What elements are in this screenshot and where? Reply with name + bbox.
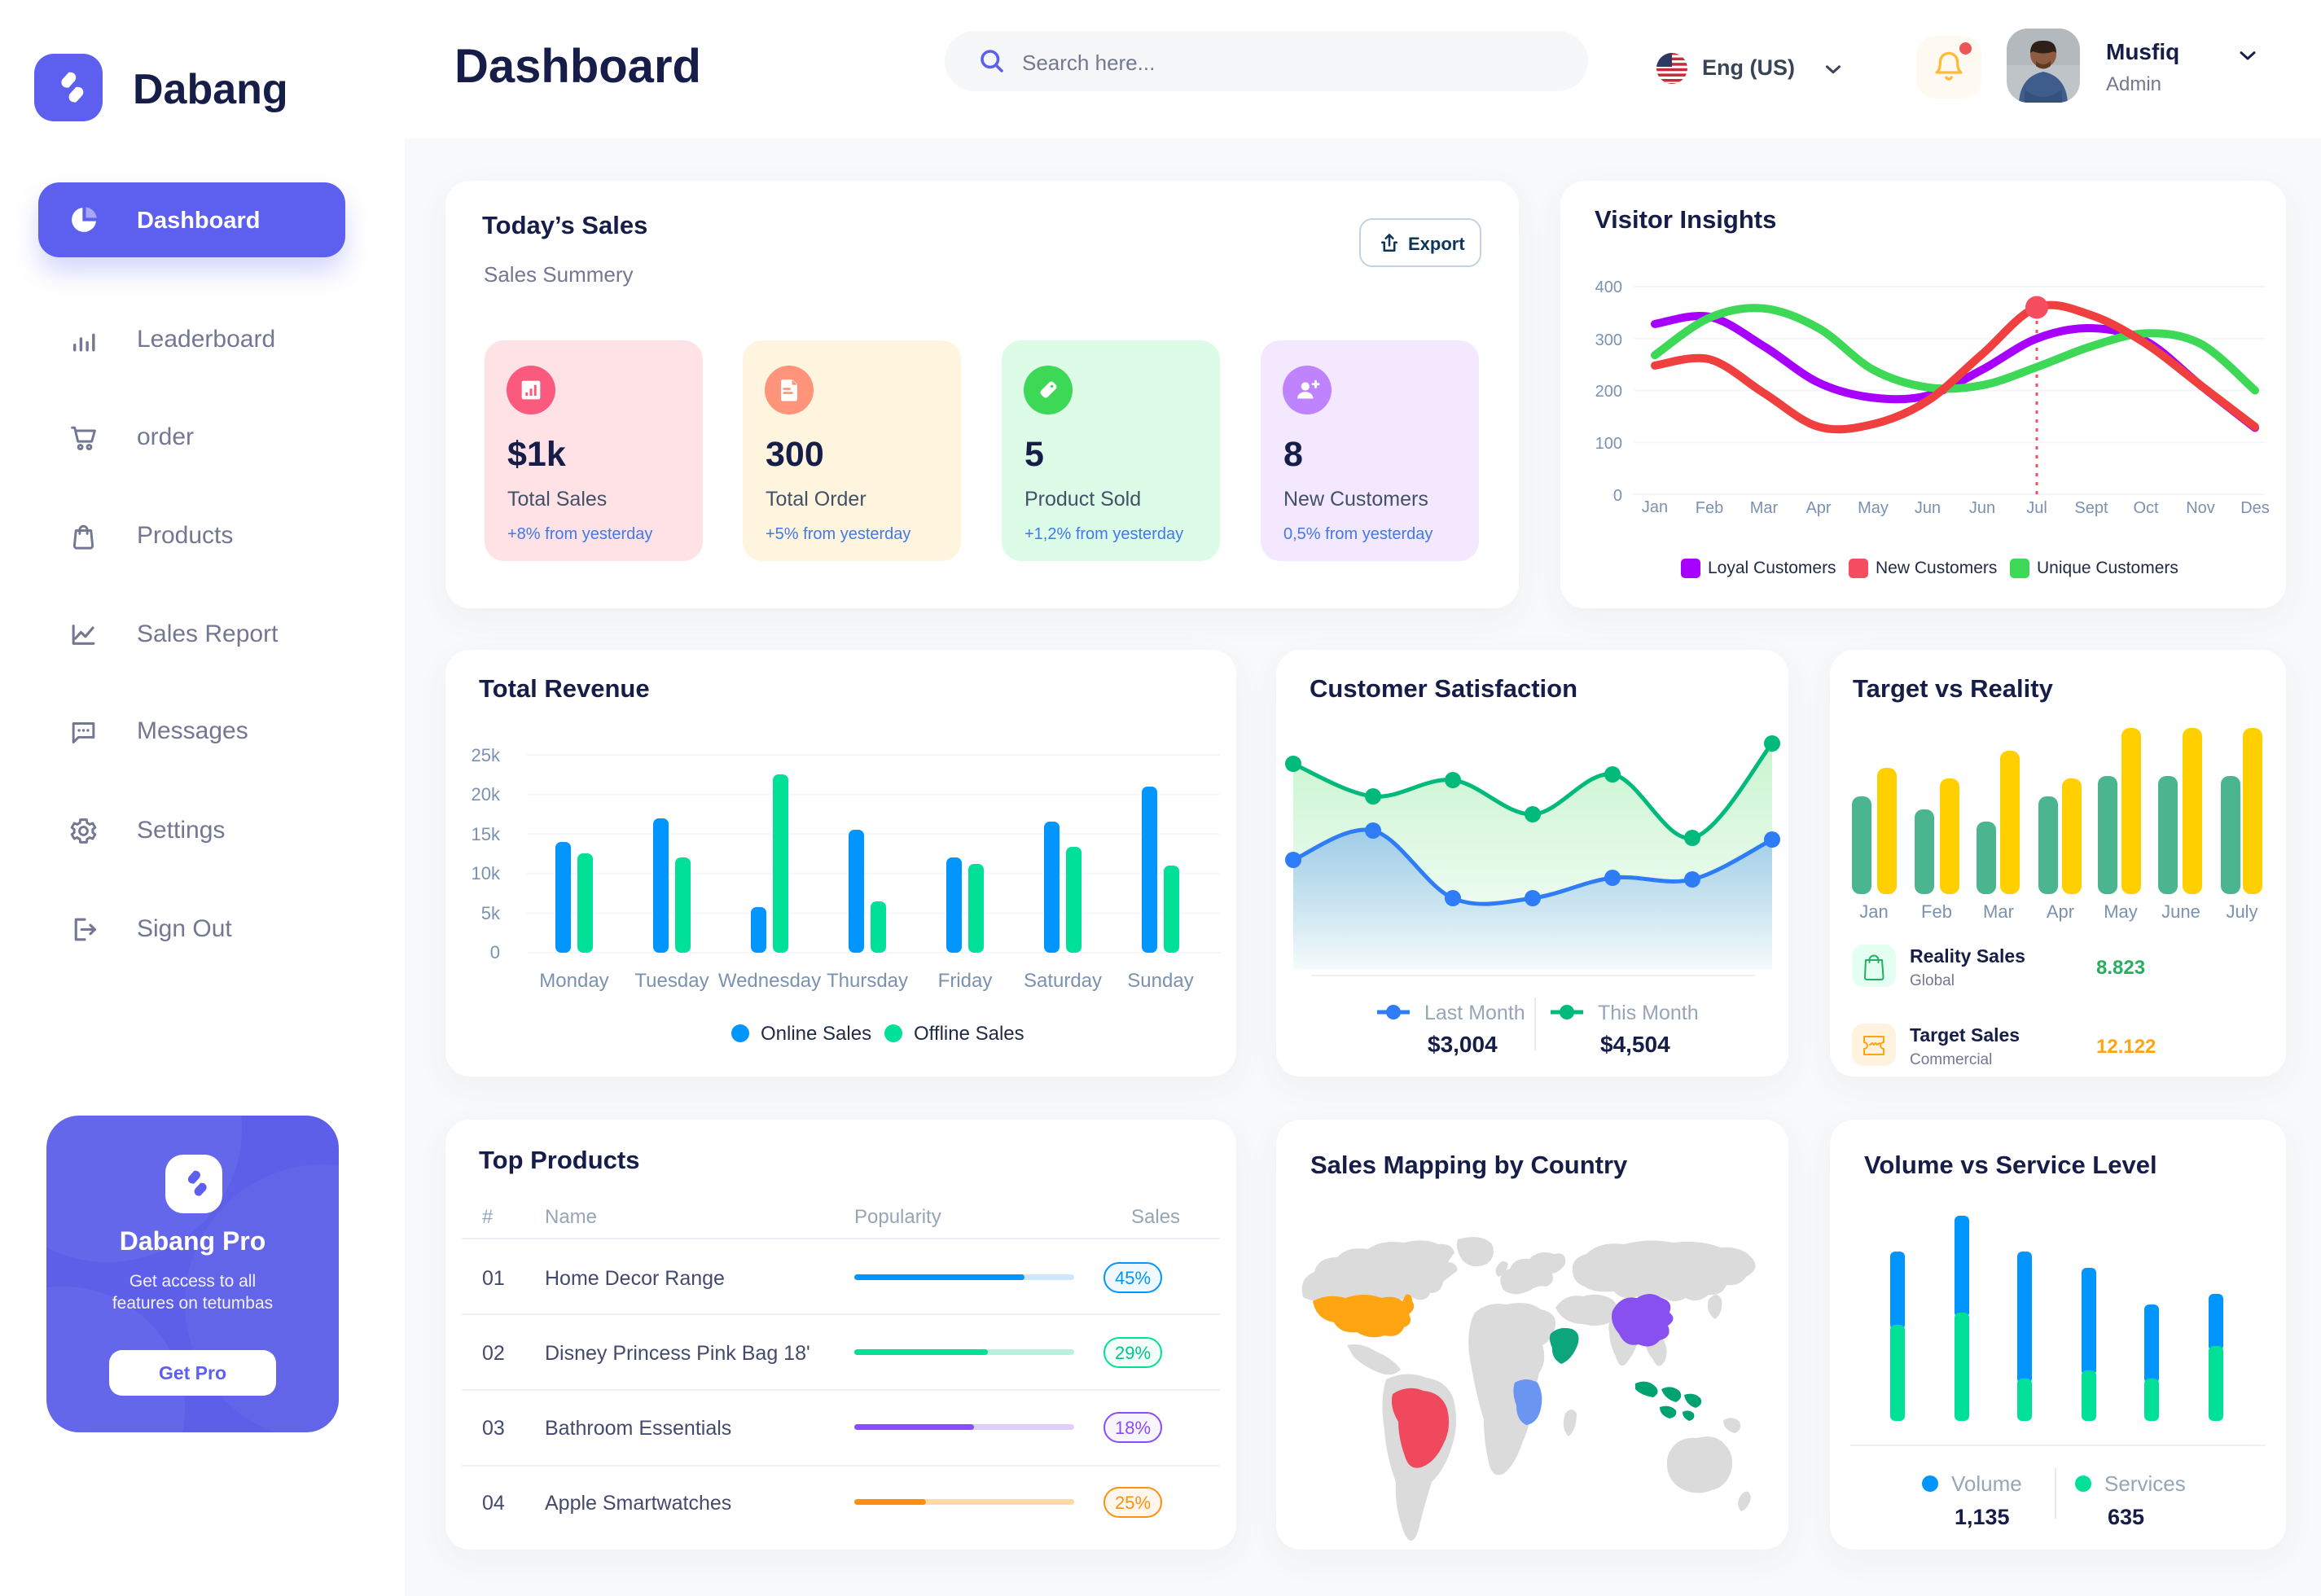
svg-text:Thursday: Thursday [827,970,908,992]
svg-text:10k: 10k [472,863,501,884]
svg-text:Friday: Friday [938,970,993,992]
svg-text:25k: 25k [472,745,501,765]
svg-text:Reality Sales: Reality Sales [1910,945,2025,967]
svg-text:Jan: Jan [1859,901,1888,922]
svg-text:635: 635 [2108,1505,2144,1529]
svg-text:Apr: Apr [2047,901,2074,922]
svg-text:Jan: Jan [1642,498,1668,516]
svg-text:Loyal Customers: Loyal Customers [1708,559,1836,577]
svg-text:Feb: Feb [1696,499,1723,517]
svg-text:Oct: Oct [2133,499,2159,517]
svg-text:12.122: 12.122 [2096,1036,2156,1058]
svg-text:Offline Sales: Offline Sales [914,1023,1024,1045]
svg-text:Tuesday: Tuesday [634,970,709,992]
svg-text:Jun: Jun [1969,499,1995,517]
svg-text:This Month: This Month [1598,1002,1699,1024]
svg-text:Monday: Monday [539,970,608,992]
svg-text:Target Sales: Target Sales [1910,1024,2020,1046]
svg-text:20k: 20k [472,784,501,805]
svg-text:0: 0 [490,942,500,962]
svg-text:$3,004: $3,004 [1428,1032,1498,1057]
svg-text:8.823: 8.823 [2096,957,2145,979]
svg-text:Saturday: Saturday [1024,970,1102,992]
svg-text:1,135: 1,135 [1955,1505,2010,1529]
svg-text:Mar: Mar [1983,901,2014,922]
svg-text:15k: 15k [472,824,501,844]
svg-text:Apr: Apr [1805,499,1831,517]
svg-text:Volume: Volume [1951,1471,2022,1496]
svg-text:Wednesday: Wednesday [718,970,821,992]
svg-text:Global: Global [1910,972,1955,989]
svg-text:June: June [2161,901,2200,922]
svg-text:300: 300 [1595,331,1622,349]
svg-text:Des: Des [2240,499,2270,517]
svg-text:400: 400 [1595,278,1622,296]
svg-text:May: May [1858,499,1889,517]
svg-text:200: 200 [1595,383,1622,401]
svg-text:0: 0 [1613,487,1622,505]
svg-text:5k: 5k [481,903,501,923]
svg-text:100: 100 [1595,435,1622,453]
svg-text:May: May [2104,901,2138,922]
svg-text:Online Sales: Online Sales [761,1023,871,1045]
svg-text:Last Month: Last Month [1424,1002,1525,1024]
svg-text:Sept: Sept [2074,499,2108,517]
svg-text:Feb: Feb [1921,901,1952,922]
svg-text:Services: Services [2104,1471,2186,1496]
svg-text:$4,504: $4,504 [1600,1032,1670,1057]
svg-text:July: July [2226,901,2257,922]
svg-text:Jul: Jul [2026,499,2047,517]
svg-text:Nov: Nov [2186,499,2215,517]
svg-text:Commercial: Commercial [1910,1051,1992,1068]
svg-text:Mar: Mar [1750,499,1779,517]
svg-text:Unique Customers: Unique Customers [2037,559,2178,577]
svg-text:New Customers: New Customers [1876,559,1997,577]
svg-text:Sunday: Sunday [1127,970,1193,992]
svg-text:Jun: Jun [1915,499,1941,517]
